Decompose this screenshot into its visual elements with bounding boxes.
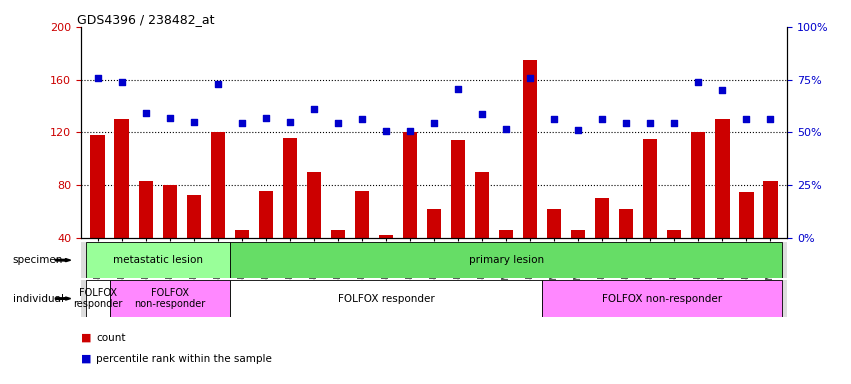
Text: count: count: [96, 333, 126, 343]
Point: [571, 127, 585, 133]
Bar: [691, 132, 705, 291]
Point: [451, 86, 465, 92]
Point: [211, 81, 225, 87]
Bar: [643, 139, 658, 291]
Point: [763, 116, 777, 122]
Point: [740, 116, 753, 122]
Bar: [235, 230, 249, 291]
Point: [331, 120, 345, 126]
Bar: [571, 230, 585, 291]
Text: individual: individual: [13, 293, 64, 304]
Bar: [355, 190, 369, 291]
Bar: [403, 132, 417, 291]
Bar: [547, 209, 562, 291]
Point: [307, 106, 321, 112]
Bar: [210, 132, 225, 291]
Bar: [186, 195, 201, 291]
Point: [620, 120, 633, 126]
Bar: [427, 209, 441, 291]
Bar: [740, 192, 753, 291]
Point: [427, 120, 441, 126]
Bar: [715, 119, 729, 291]
Point: [163, 115, 176, 121]
Bar: [163, 185, 177, 291]
Point: [523, 75, 537, 81]
Point: [139, 109, 152, 116]
Bar: [379, 235, 393, 291]
Bar: [110, 280, 230, 317]
Text: metastatic lesion: metastatic lesion: [112, 255, 203, 265]
Bar: [331, 230, 346, 291]
Bar: [499, 230, 513, 291]
Point: [475, 111, 488, 117]
Bar: [259, 190, 273, 291]
Point: [692, 79, 705, 85]
Point: [667, 120, 681, 126]
Text: ■: ■: [81, 354, 91, 364]
Point: [283, 119, 297, 125]
Bar: [619, 209, 633, 291]
Text: specimen: specimen: [13, 255, 63, 265]
Point: [187, 119, 201, 125]
Text: GDS4396 / 238482_at: GDS4396 / 238482_at: [77, 13, 214, 26]
Text: FOLFOX
non-responder: FOLFOX non-responder: [134, 288, 205, 310]
Point: [355, 116, 368, 122]
Text: FOLFOX non-responder: FOLFOX non-responder: [603, 293, 722, 304]
Bar: [667, 230, 682, 291]
Bar: [475, 172, 489, 291]
Bar: [542, 280, 782, 317]
Bar: [230, 280, 542, 317]
Bar: [230, 242, 782, 278]
Bar: [90, 135, 105, 291]
Bar: [306, 172, 321, 291]
Point: [596, 116, 609, 122]
Point: [380, 128, 393, 134]
Point: [91, 75, 105, 81]
Point: [259, 115, 272, 121]
Text: primary lesion: primary lesion: [469, 255, 544, 265]
Bar: [139, 181, 153, 291]
Point: [115, 79, 129, 85]
Bar: [451, 141, 465, 291]
Point: [403, 128, 417, 134]
Bar: [283, 138, 297, 291]
Text: percentile rank within the sample: percentile rank within the sample: [96, 354, 272, 364]
Text: FOLFOX responder: FOLFOX responder: [338, 293, 434, 304]
Point: [500, 126, 513, 132]
Point: [547, 116, 561, 122]
Bar: [86, 242, 230, 278]
Bar: [86, 280, 110, 317]
Bar: [763, 181, 778, 291]
Point: [235, 120, 248, 126]
Bar: [595, 199, 609, 291]
Point: [643, 120, 657, 126]
Text: FOLFOX
responder: FOLFOX responder: [73, 288, 123, 310]
Text: ■: ■: [81, 333, 91, 343]
Point: [716, 87, 729, 93]
Bar: [523, 60, 537, 291]
Bar: [115, 119, 129, 291]
